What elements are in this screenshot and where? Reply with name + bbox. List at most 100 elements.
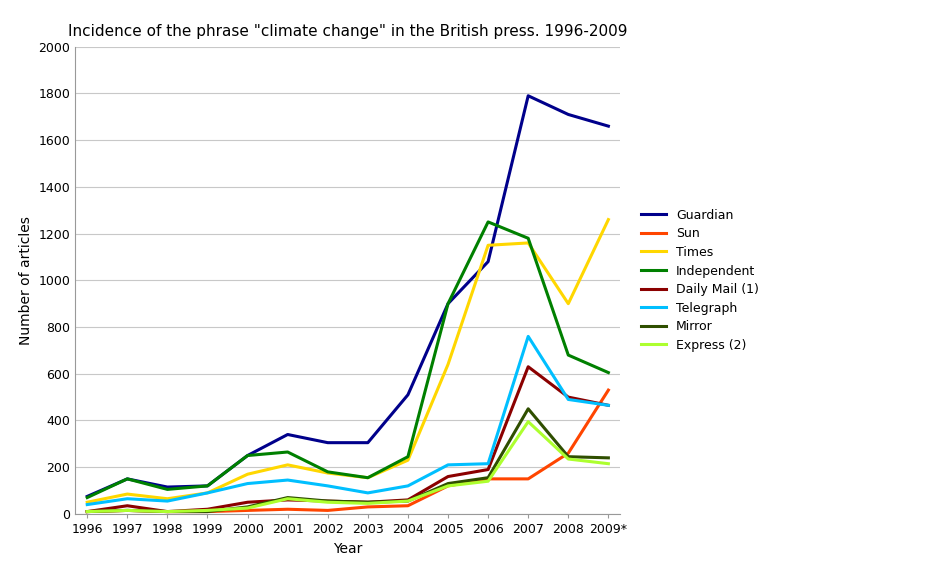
Sun bbox=[121, 507, 133, 514]
Telegraph bbox=[402, 482, 414, 489]
Independent bbox=[603, 369, 614, 376]
Independent bbox=[322, 468, 334, 475]
Line: Times: Times bbox=[87, 220, 608, 502]
Sun bbox=[82, 508, 93, 515]
Sun bbox=[162, 508, 173, 515]
Sun bbox=[443, 482, 454, 489]
Telegraph bbox=[322, 482, 334, 489]
Independent bbox=[523, 235, 534, 242]
Sun bbox=[282, 506, 293, 513]
Line: Mirror: Mirror bbox=[87, 409, 608, 512]
Independent bbox=[82, 494, 93, 501]
Daily Mail (1) bbox=[563, 394, 574, 401]
Express (2) bbox=[242, 505, 253, 512]
Mirror bbox=[482, 474, 494, 481]
Mirror bbox=[443, 480, 454, 487]
Times bbox=[362, 474, 373, 481]
Line: Daily Mail (1): Daily Mail (1) bbox=[87, 367, 608, 512]
Sun bbox=[563, 450, 574, 457]
Mirror bbox=[322, 498, 334, 505]
Independent bbox=[282, 449, 293, 456]
Sun bbox=[322, 507, 334, 514]
Express (2) bbox=[282, 495, 293, 502]
Line: Telegraph: Telegraph bbox=[87, 336, 608, 505]
Express (2) bbox=[82, 508, 93, 515]
Legend: Guardian, Sun, Times, Independent, Daily Mail (1), Telegraph, Mirror, Express (2: Guardian, Sun, Times, Independent, Daily… bbox=[636, 204, 764, 357]
Sun bbox=[603, 387, 614, 394]
Daily Mail (1) bbox=[202, 506, 213, 513]
Times bbox=[121, 491, 133, 498]
Mirror bbox=[202, 508, 213, 515]
Daily Mail (1) bbox=[162, 508, 173, 515]
Express (2) bbox=[162, 508, 173, 515]
Times bbox=[523, 239, 534, 246]
Daily Mail (1) bbox=[482, 466, 494, 473]
Line: Guardian: Guardian bbox=[87, 96, 608, 496]
Independent bbox=[362, 474, 373, 481]
Daily Mail (1) bbox=[242, 499, 253, 506]
Guardian bbox=[202, 482, 213, 489]
Line: Independent: Independent bbox=[87, 222, 608, 498]
Guardian bbox=[162, 484, 173, 491]
Guardian bbox=[121, 475, 133, 482]
Telegraph bbox=[523, 333, 534, 340]
Telegraph bbox=[121, 495, 133, 502]
Independent bbox=[121, 475, 133, 482]
Times bbox=[242, 471, 253, 478]
Mirror bbox=[402, 498, 414, 505]
Mirror bbox=[82, 508, 93, 515]
Telegraph bbox=[482, 460, 494, 467]
Sun bbox=[202, 508, 213, 515]
Telegraph bbox=[603, 402, 614, 409]
Express (2) bbox=[202, 507, 213, 514]
Express (2) bbox=[402, 498, 414, 505]
Express (2) bbox=[443, 482, 454, 489]
Guardian bbox=[603, 123, 614, 130]
Daily Mail (1) bbox=[282, 496, 293, 503]
Sun bbox=[482, 475, 494, 482]
Telegraph bbox=[162, 498, 173, 505]
X-axis label: Year: Year bbox=[333, 541, 363, 555]
Independent bbox=[162, 486, 173, 493]
Telegraph bbox=[282, 477, 293, 484]
Telegraph bbox=[563, 396, 574, 403]
Daily Mail (1) bbox=[322, 498, 334, 505]
Times bbox=[322, 470, 334, 477]
Line: Sun: Sun bbox=[87, 390, 608, 512]
Independent bbox=[563, 352, 574, 359]
Telegraph bbox=[202, 489, 213, 496]
Express (2) bbox=[603, 460, 614, 467]
Independent bbox=[202, 482, 213, 489]
Guardian bbox=[82, 493, 93, 500]
Sun bbox=[242, 507, 253, 514]
Sun bbox=[523, 475, 534, 482]
Express (2) bbox=[322, 499, 334, 506]
Mirror bbox=[603, 454, 614, 461]
Guardian bbox=[443, 300, 454, 307]
Mirror bbox=[523, 405, 534, 412]
Telegraph bbox=[443, 461, 454, 468]
Telegraph bbox=[82, 501, 93, 508]
Times bbox=[443, 361, 454, 368]
Independent bbox=[402, 453, 414, 460]
Times bbox=[482, 242, 494, 249]
Guardian bbox=[402, 391, 414, 398]
Times bbox=[603, 216, 614, 223]
Mirror bbox=[282, 494, 293, 501]
Telegraph bbox=[362, 489, 373, 496]
Guardian bbox=[482, 258, 494, 265]
Mirror bbox=[362, 499, 373, 506]
Daily Mail (1) bbox=[443, 473, 454, 480]
Guardian bbox=[242, 452, 253, 459]
Independent bbox=[482, 218, 494, 225]
Guardian bbox=[282, 431, 293, 438]
Mirror bbox=[563, 453, 574, 460]
Line: Express (2): Express (2) bbox=[87, 422, 608, 512]
Daily Mail (1) bbox=[82, 508, 93, 515]
Guardian bbox=[523, 92, 534, 99]
Express (2) bbox=[121, 507, 133, 514]
Daily Mail (1) bbox=[603, 402, 614, 409]
Guardian bbox=[563, 111, 574, 118]
Independent bbox=[443, 300, 454, 307]
Mirror bbox=[121, 507, 133, 514]
